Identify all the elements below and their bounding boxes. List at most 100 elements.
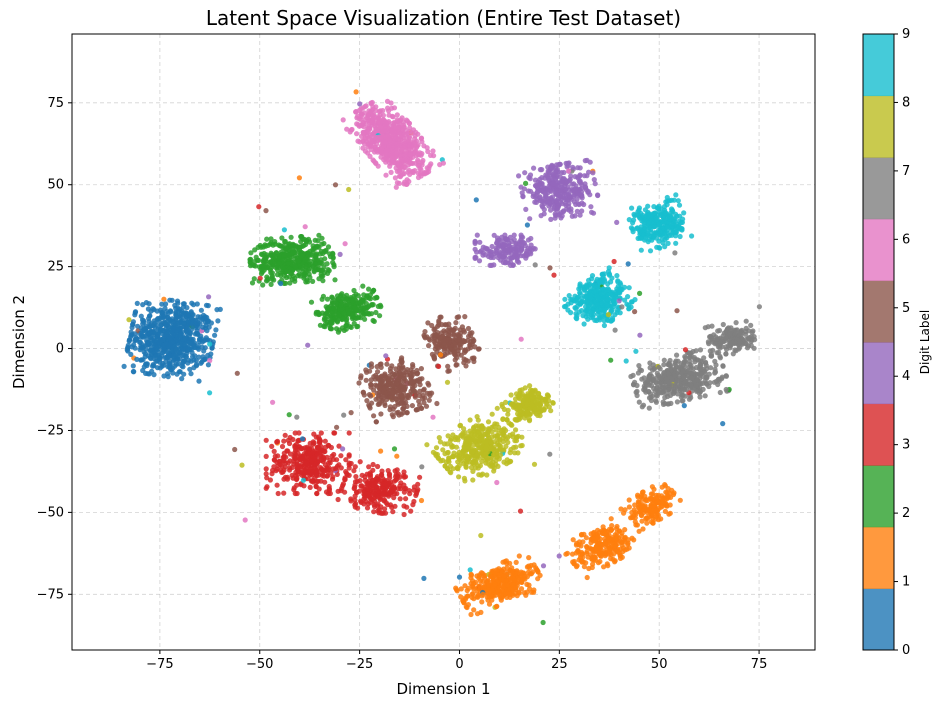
data-point-digit-1 — [631, 537, 637, 543]
data-point-digit-5 — [445, 363, 451, 369]
data-point-digit-3 — [370, 461, 376, 468]
data-point-digit-3 — [380, 476, 386, 482]
data-point-digit-8 — [470, 477, 476, 483]
data-point-digit-1 — [489, 593, 495, 600]
data-point-digit-9 — [579, 295, 585, 302]
data-point-digit-2 — [325, 267, 331, 273]
data-point-digit-9 — [633, 348, 639, 354]
data-point-digit-2 — [288, 234, 294, 240]
data-point-digit-1 — [512, 590, 519, 597]
data-point-digit-3 — [380, 510, 386, 516]
data-point-digit-7 — [725, 343, 732, 349]
data-point-digit-8 — [126, 317, 132, 323]
data-point-digit-4 — [558, 196, 564, 202]
data-point-digit-0 — [205, 303, 211, 309]
data-point-digit-2 — [312, 237, 318, 243]
data-point-digit-3 — [357, 459, 363, 465]
data-point-digit-5 — [450, 327, 457, 333]
data-point-digit-0 — [203, 335, 209, 341]
data-point-digit-0 — [183, 327, 189, 333]
data-point-digit-0 — [176, 369, 182, 375]
data-point-digit-7 — [703, 359, 709, 365]
data-point-digit-6 — [412, 140, 418, 146]
data-point-digit-0 — [130, 363, 136, 369]
data-point-digit-4 — [337, 251, 343, 257]
data-point-digit-7 — [686, 364, 692, 370]
data-point-digit-1 — [378, 448, 384, 454]
data-point-digit-1 — [602, 548, 609, 554]
data-point-digit-4 — [579, 208, 585, 214]
data-point-digit-1 — [612, 559, 618, 565]
data-point-digit-7 — [679, 392, 685, 398]
data-point-digit-5 — [462, 347, 468, 353]
data-point-digit-1 — [622, 507, 628, 513]
data-point-digit-4 — [527, 172, 534, 178]
data-point-digit-1 — [469, 578, 476, 584]
data-point-digit-5 — [453, 320, 459, 326]
data-point-digit-8 — [514, 434, 520, 440]
data-point-digit-1 — [487, 573, 494, 580]
data-point-digit-1 — [605, 563, 611, 569]
data-point-digit-3 — [366, 464, 372, 470]
data-point-digit-5 — [368, 393, 374, 399]
data-point-digit-3 — [287, 451, 293, 457]
data-point-digit-6 — [388, 169, 394, 175]
data-point-digit-4 — [508, 255, 514, 261]
data-point-digit-1 — [644, 520, 650, 526]
data-point-digit-3 — [274, 482, 280, 488]
data-point-digit-2 — [391, 446, 398, 452]
data-point-digit-1 — [654, 495, 660, 501]
data-point-digit-5 — [427, 390, 433, 396]
data-point-digit-3 — [327, 460, 333, 466]
data-point-digit-8 — [519, 434, 525, 440]
data-point-digit-3 — [334, 457, 340, 463]
data-point-digit-2 — [324, 296, 331, 302]
data-point-digit-8 — [519, 387, 525, 393]
data-point-digit-1 — [635, 492, 641, 498]
data-point-digit-5 — [377, 399, 383, 406]
data-point-digit-9 — [601, 276, 607, 282]
data-point-digit-5 — [418, 366, 424, 372]
data-point-digit-9 — [623, 358, 629, 364]
data-point-digit-8 — [508, 392, 514, 398]
data-point-digit-7 — [720, 321, 726, 328]
data-point-digit-3 — [377, 488, 384, 494]
data-point-digit-8 — [512, 450, 518, 456]
data-point-digit-1 — [636, 499, 642, 505]
data-point-digit-2 — [320, 278, 326, 284]
data-point-digit-9 — [647, 248, 654, 254]
data-point-digit-5 — [463, 363, 469, 369]
data-point-digit-1 — [650, 491, 656, 497]
data-point-digit-3 — [286, 440, 293, 447]
data-point-digit-4 — [637, 332, 643, 338]
data-point-digit-6 — [383, 172, 389, 178]
data-point-digit-4 — [472, 254, 478, 260]
data-point-digit-1 — [478, 609, 484, 616]
data-point-digit-9 — [581, 321, 587, 327]
data-point-digit-3 — [411, 498, 417, 505]
data-point-digit-1 — [526, 563, 532, 569]
data-point-digit-3 — [397, 496, 403, 502]
data-point-digit-1 — [477, 573, 483, 580]
data-point-digit-0 — [161, 349, 167, 355]
data-point-digit-7 — [697, 347, 704, 353]
data-point-digit-8 — [430, 449, 436, 455]
data-point-digit-2 — [313, 253, 319, 259]
data-point-digit-7 — [672, 250, 678, 256]
data-point-digit-1 — [464, 604, 470, 611]
data-point-digit-8 — [461, 426, 467, 432]
data-point-digit-3 — [271, 448, 277, 454]
data-point-digit-9 — [577, 291, 583, 297]
data-point-digit-3 — [298, 464, 304, 470]
data-point-digit-1 — [629, 509, 635, 516]
data-point-digit-7 — [636, 399, 642, 405]
data-point-digit-7 — [706, 383, 712, 390]
data-point-digit-6 — [421, 143, 427, 149]
data-point-digit-3 — [275, 490, 281, 497]
data-point-digit-4 — [574, 196, 580, 202]
data-point-digit-2 — [358, 296, 364, 303]
data-point-digit-6 — [428, 152, 434, 158]
data-point-digit-1 — [471, 607, 477, 613]
data-point-digit-5 — [263, 208, 269, 214]
data-point-digit-7 — [716, 327, 723, 334]
